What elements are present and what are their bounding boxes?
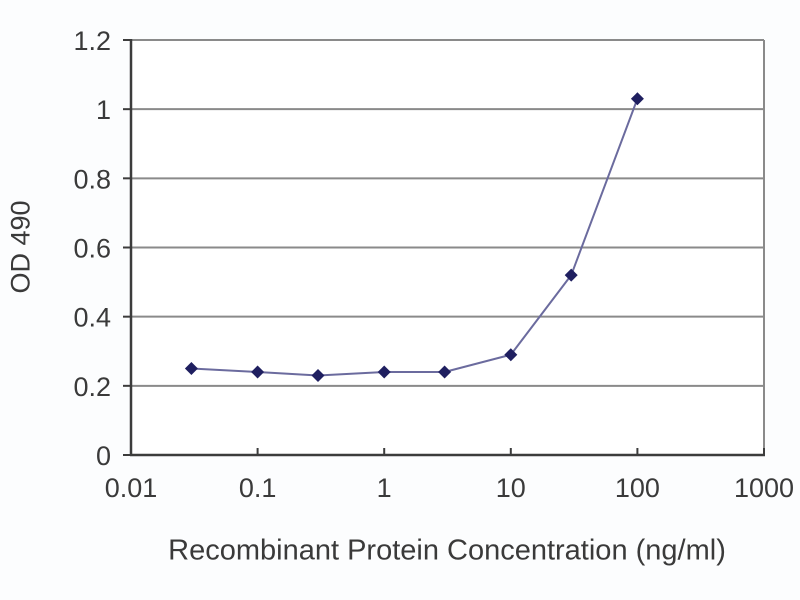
y-tick-label: 0.6 xyxy=(73,234,111,264)
x-tick-label: 1000 xyxy=(734,473,794,503)
data-point-marker xyxy=(504,348,518,362)
data-point-marker xyxy=(564,268,578,282)
data-point-marker xyxy=(311,368,325,382)
series-line xyxy=(191,98,639,377)
y-tick-label: 0.8 xyxy=(73,164,111,194)
data-point-marker xyxy=(438,365,452,379)
data-point-marker xyxy=(184,362,198,376)
y-tick-label: 1 xyxy=(96,95,111,125)
y-tick-label: 0.4 xyxy=(73,303,111,333)
x-tick-label: 10 xyxy=(496,473,526,503)
data-point-marker xyxy=(377,365,391,379)
data-point-marker xyxy=(630,92,644,106)
y-axis-title: OD 490 xyxy=(5,200,36,294)
y-tick-label: 0 xyxy=(96,441,111,471)
x-tick-label: 0.01 xyxy=(105,473,158,503)
x-tick-label: 100 xyxy=(615,473,660,503)
y-tick-label: 1.2 xyxy=(73,26,111,56)
y-tick-label: 0.2 xyxy=(73,372,111,402)
data-point-marker xyxy=(251,365,265,379)
x-axis-title: Recombinant Protein Concentration (ng/ml… xyxy=(168,534,726,567)
x-tick-label: 0.1 xyxy=(239,473,277,503)
x-tick-label: 1 xyxy=(377,473,392,503)
